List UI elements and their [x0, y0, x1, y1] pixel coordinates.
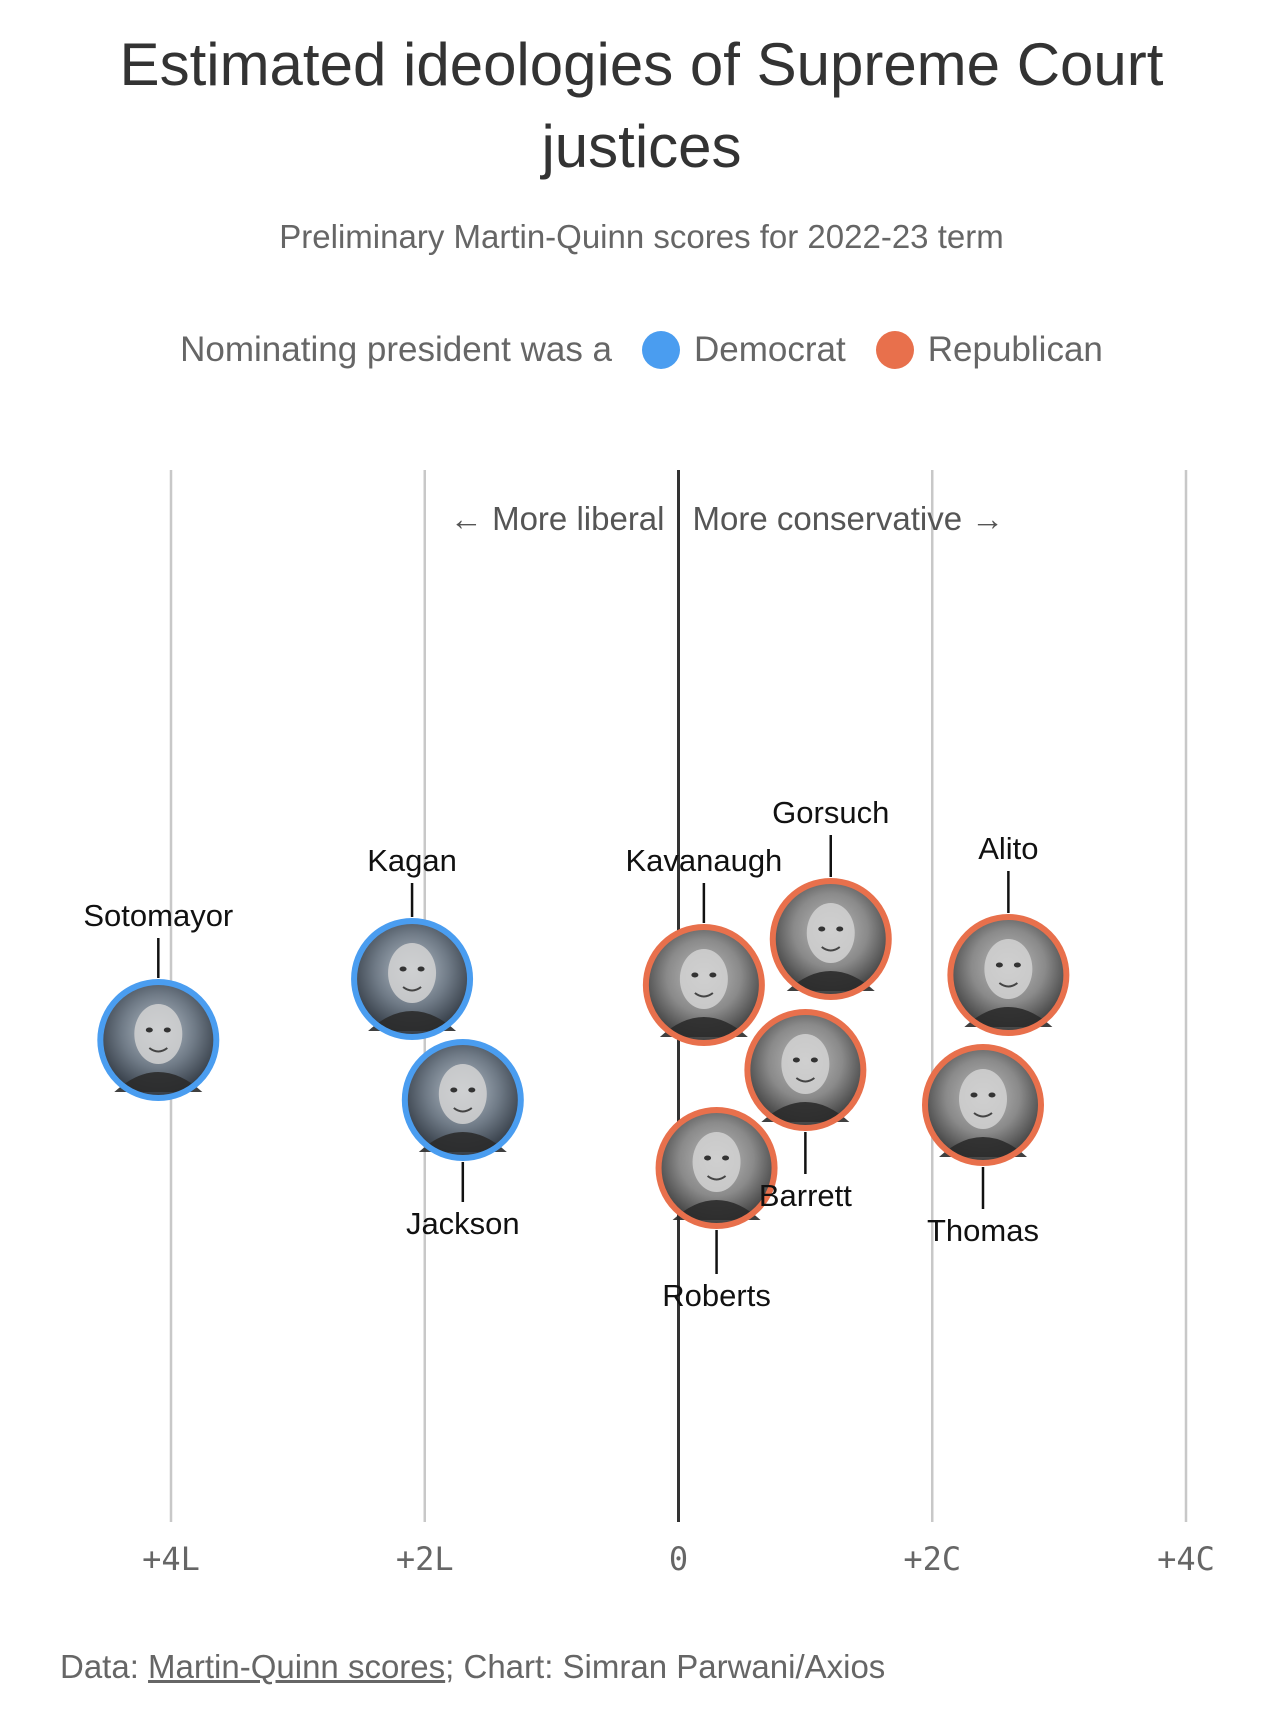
justice-label-thomas: Thomas [927, 1213, 1039, 1248]
party-ring-gorsuch [769, 878, 892, 1000]
justice-label-kavanaugh: Kavanaugh [625, 843, 782, 878]
portrait-kavanaugh [647, 929, 760, 1041]
party-ring-kagan [351, 918, 474, 1040]
direction-label-liberal: ← More liberal [450, 500, 665, 537]
portrait-alito [952, 919, 1065, 1031]
party-ring-kavanaugh [642, 924, 765, 1046]
justice-point-alito: Alito [947, 831, 1070, 1036]
legend-label-democrat: Democrat [694, 330, 846, 369]
chart-credit: ; Chart: Simran Parwani/Axios [445, 1648, 886, 1685]
x-tick-label-1: +2L [396, 1540, 454, 1578]
legend: Nominating president was a Democrat Repu… [0, 330, 1283, 370]
portrait-jackson [406, 1044, 519, 1156]
legend-swatch-republican [875, 331, 914, 369]
chart-subtitle: Preliminary Martin-Quinn scores for 2022… [279, 218, 1004, 255]
portrait-gorsuch [774, 883, 887, 995]
direction-label-conservative: More conservative → [693, 500, 1005, 537]
x-tick-label-2: 0 [669, 1540, 688, 1578]
legend-label-republican: Republican [927, 330, 1103, 369]
x-tick-label-3: +2C [903, 1540, 961, 1578]
x-tick-label-0: +4L [142, 1540, 200, 1578]
justice-point-sotomayor: Sotomayor [83, 898, 233, 1101]
source-credit: Data: Martin-Quinn scores; Chart: Simran… [60, 1648, 885, 1686]
justice-point-kagan: Kagan [351, 843, 474, 1040]
party-ring-jackson [401, 1039, 524, 1161]
justice-label-kagan: Kagan [367, 843, 457, 878]
portrait-roberts [660, 1112, 773, 1224]
justice-point-jackson: Jackson [401, 1039, 524, 1241]
justice-label-sotomayor: Sotomayor [83, 898, 233, 933]
party-ring-sotomayor [97, 979, 220, 1101]
justice-point-barrett: Barrett [744, 1009, 867, 1213]
legend-prefix: Nominating president was a [180, 330, 613, 369]
party-ring-thomas [922, 1044, 1044, 1166]
legend-item-democrat: Democrat [642, 330, 846, 370]
justice-label-barrett: Barrett [759, 1178, 852, 1213]
justice-label-jackson: Jackson [406, 1206, 520, 1241]
legend-swatch-democrat [642, 331, 681, 369]
justice-point-roberts: Roberts [655, 1107, 778, 1313]
justice-point-gorsuch: Gorsuch [769, 795, 892, 1000]
portrait-sotomayor [102, 984, 215, 1096]
source-prefix: Data: [60, 1648, 149, 1685]
portrait-thomas [927, 1049, 1039, 1161]
party-ring-roberts [655, 1107, 778, 1229]
portrait-barrett [749, 1014, 862, 1126]
justice-point-kavanaugh: Kavanaugh [625, 843, 782, 1046]
legend-item-republican: Republican [875, 330, 1103, 370]
justice-label-alito: Alito [978, 831, 1038, 866]
source-link[interactable]: Martin-Quinn scores [148, 1648, 446, 1685]
chart-title: Estimated ideologies of Supreme Court ju… [119, 31, 1164, 180]
portrait-kagan [356, 923, 469, 1035]
party-ring-alito [947, 914, 1070, 1036]
justice-label-roberts: Roberts [662, 1278, 771, 1313]
justice-point-thomas: Thomas [922, 1044, 1044, 1248]
justice-label-gorsuch: Gorsuch [772, 795, 889, 830]
party-ring-barrett [744, 1009, 867, 1131]
x-tick-label-4: +4C [1157, 1540, 1215, 1578]
